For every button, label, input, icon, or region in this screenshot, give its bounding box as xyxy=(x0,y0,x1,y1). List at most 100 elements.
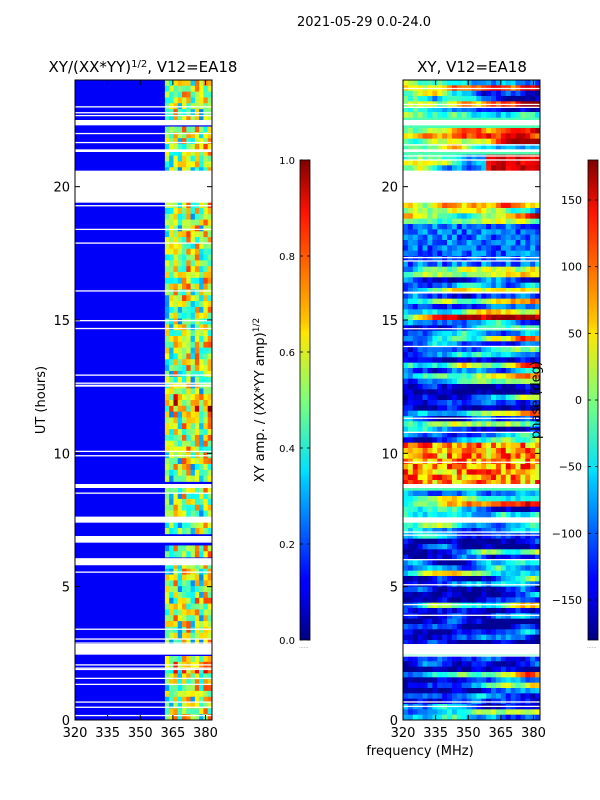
phase-cell xyxy=(530,672,536,678)
phase-cell xyxy=(447,496,453,502)
phase-cell xyxy=(432,389,438,396)
amplitude-cell xyxy=(194,254,200,261)
phase-cell xyxy=(486,218,492,225)
phase-cell xyxy=(515,602,521,609)
phase-cell xyxy=(530,666,536,673)
phase-cell xyxy=(427,437,433,444)
phase-cell xyxy=(456,208,463,214)
phase-cell xyxy=(407,250,414,257)
phase-cell xyxy=(427,634,433,641)
phase-cell xyxy=(525,400,531,406)
amplitude-cell xyxy=(186,283,191,290)
phase-cell xyxy=(515,538,521,545)
phase-cell xyxy=(447,501,453,508)
phase-cell xyxy=(535,426,540,433)
amplitude-cell xyxy=(203,562,209,570)
phase-cell xyxy=(432,421,438,428)
amplitude-cell xyxy=(207,260,212,267)
amplitude-cell xyxy=(182,132,187,139)
phase-cell xyxy=(535,405,540,412)
phase-cell xyxy=(456,373,463,380)
amplitude-cell xyxy=(182,347,187,354)
amplitude-cell xyxy=(173,394,179,401)
phase-cell xyxy=(447,352,453,358)
amplitude-cell xyxy=(203,208,209,215)
phase-cell xyxy=(471,213,477,220)
phase-cell xyxy=(515,234,521,241)
phase-cell xyxy=(486,549,492,556)
phase-cell xyxy=(451,261,458,268)
amplitude-cell xyxy=(207,632,212,639)
amplitude-flag-line xyxy=(75,385,212,387)
amplitude-cell xyxy=(199,231,204,238)
phase-cell xyxy=(530,421,536,428)
phase-cell xyxy=(510,266,516,273)
phase-cell xyxy=(422,357,428,364)
phase-cell xyxy=(481,522,487,529)
phase-cell xyxy=(451,549,458,556)
amplitude-cell xyxy=(186,475,191,482)
phase-cell xyxy=(432,634,438,641)
phase-cell xyxy=(495,208,502,214)
amplitude-cell xyxy=(190,126,196,133)
phase-cell xyxy=(500,336,507,342)
phase-cell xyxy=(481,202,487,209)
amplitude-cell xyxy=(207,464,212,471)
phase-cell xyxy=(505,229,512,236)
amplitude-cell xyxy=(194,580,200,587)
phase-cell xyxy=(442,314,448,321)
phase-cell xyxy=(525,378,531,385)
phase-cell xyxy=(447,432,453,438)
phase-cell xyxy=(432,464,438,470)
amplitude-cell xyxy=(173,312,179,319)
phase-cell xyxy=(481,640,487,646)
phase-cell xyxy=(505,330,512,337)
phase-cell xyxy=(437,618,443,625)
amplitude-cell xyxy=(164,551,170,558)
amplitude-cell xyxy=(177,126,183,133)
phase-cell xyxy=(500,426,507,433)
phase-cell xyxy=(476,506,482,513)
phase-flag-line xyxy=(403,417,540,419)
phase-cell xyxy=(535,613,540,620)
phase-x-tick-label: 335 xyxy=(423,726,448,741)
phase-cell xyxy=(427,613,433,620)
phase-cell xyxy=(442,336,448,342)
phase-cell xyxy=(412,576,419,582)
amplitude-cell xyxy=(203,219,209,226)
phase-cell xyxy=(437,469,443,476)
phase-cell xyxy=(456,320,463,326)
amplitude-cell xyxy=(177,132,183,139)
amplitude-cell xyxy=(164,545,170,552)
phase-cell xyxy=(471,240,477,246)
phase-cell xyxy=(427,293,433,300)
phase-cell xyxy=(412,373,419,380)
amplitude-cell xyxy=(173,301,179,308)
amplitude-cell xyxy=(207,376,212,383)
phase-cell xyxy=(530,474,536,481)
phase-cell xyxy=(466,469,472,476)
phase-cell xyxy=(535,480,540,486)
phase-cell xyxy=(432,714,438,720)
phase-cell xyxy=(525,688,531,694)
amplitude-cell xyxy=(182,254,187,261)
phase-cell xyxy=(486,410,492,417)
phase-cell xyxy=(407,458,414,465)
amplitude-flagged-gap xyxy=(75,149,212,152)
phase-cell xyxy=(427,624,433,630)
phase-cell xyxy=(427,160,433,166)
phase-cell xyxy=(481,400,487,406)
amplitude-cell xyxy=(169,144,174,151)
amplitude-cell xyxy=(169,242,174,250)
amplitude-cell xyxy=(173,376,179,383)
phase-cell xyxy=(530,154,536,161)
amplitude-cell xyxy=(186,667,191,674)
phase-cell xyxy=(461,512,467,518)
amplitude-cell xyxy=(190,318,196,325)
phase-cell xyxy=(422,624,428,630)
phase-cell xyxy=(403,304,409,310)
phase-cell xyxy=(500,677,507,684)
phase-cell xyxy=(515,634,521,641)
phase-cell xyxy=(403,661,409,668)
phase-cell xyxy=(535,554,540,561)
